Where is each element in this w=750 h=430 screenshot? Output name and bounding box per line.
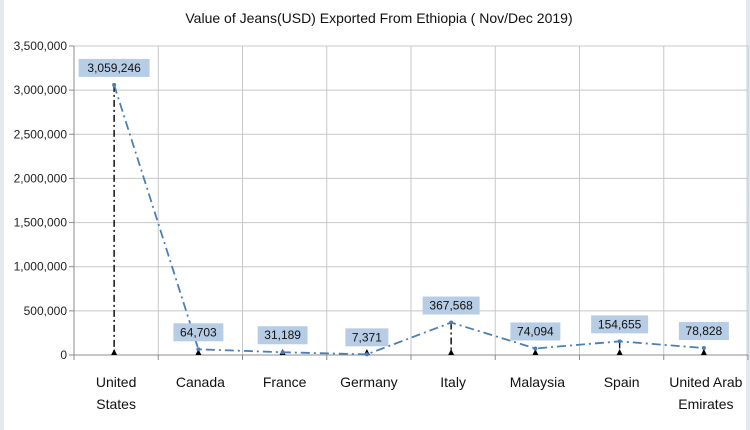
drop-line-arrow xyxy=(616,349,623,355)
drop-line-arrow xyxy=(532,349,539,355)
x-category-label: France xyxy=(263,374,307,390)
data-point xyxy=(617,339,622,344)
data-label-box xyxy=(345,328,389,347)
data-label: 78,828 xyxy=(686,324,723,338)
data-label: 74,094 xyxy=(517,324,554,338)
y-tick-label: 1,500,000 xyxy=(14,216,68,230)
data-label-box xyxy=(257,326,308,345)
data-label: 3,059,246 xyxy=(87,61,141,75)
x-category-label: Spain xyxy=(604,374,640,390)
x-axis-category-labels: United States Canada France Germany Italy Mala… xyxy=(96,374,743,412)
data-point xyxy=(533,346,538,351)
drop-line-arrow xyxy=(700,349,707,355)
drop-line-arrow xyxy=(195,349,202,355)
y-tick-label: 1,000,000 xyxy=(14,260,68,274)
x-category-label: Malaysia xyxy=(510,374,565,390)
chart-title: Value of Jeans(USD) Exported From Ethiop… xyxy=(185,10,572,26)
data-label-box xyxy=(173,323,224,342)
data-labels: 3,059,246 64,703 31,189 7,371 367,568 74,094 1… xyxy=(78,58,729,347)
line-chart: Value of Jeans(USD) Exported From Ethiop… xyxy=(14,10,749,412)
x-category-label: Emirates xyxy=(678,396,733,412)
y-tick-label: 3,500,000 xyxy=(14,39,68,53)
x-category-label: United Arab xyxy=(669,374,742,390)
y-tick-label: 2,000,000 xyxy=(14,171,68,185)
data-point xyxy=(449,320,454,325)
series-line xyxy=(112,82,706,357)
data-label: 31,189 xyxy=(264,328,301,342)
x-category-label: Canada xyxy=(176,374,225,390)
data-point xyxy=(280,350,285,355)
data-point xyxy=(701,346,706,351)
drop-lines xyxy=(111,84,707,355)
y-tick-label: 0 xyxy=(60,348,67,362)
data-label: 367,568 xyxy=(429,299,473,313)
axes xyxy=(69,45,749,360)
y-tick-label: 2,500,000 xyxy=(14,127,68,141)
x-category-label: Italy xyxy=(440,374,466,390)
gridlines xyxy=(73,45,749,356)
data-point xyxy=(196,347,201,352)
drop-line-arrow xyxy=(111,349,118,355)
x-category-label: States xyxy=(96,396,136,412)
series-polyline xyxy=(113,84,704,356)
data-label: 154,655 xyxy=(598,317,642,331)
data-point xyxy=(112,82,117,87)
x-category-label: Germany xyxy=(340,374,398,390)
data-label-box xyxy=(591,315,649,334)
data-label: 64,703 xyxy=(180,325,217,339)
data-label-box xyxy=(510,322,561,341)
data-label: 7,371 xyxy=(352,330,382,344)
x-category-label: United xyxy=(96,374,136,390)
drop-line-arrow xyxy=(448,349,455,355)
data-label-box xyxy=(422,296,480,315)
data-point xyxy=(364,352,369,357)
y-axis-tick-labels: 0 500,000 1,000,000 1,500,000 2,000,000 2,500… xyxy=(14,39,68,362)
y-tick-label: 3,000,000 xyxy=(14,83,68,97)
data-label-box xyxy=(678,322,729,341)
y-tick-label: 500,000 xyxy=(24,304,68,318)
data-label-box xyxy=(78,58,150,77)
